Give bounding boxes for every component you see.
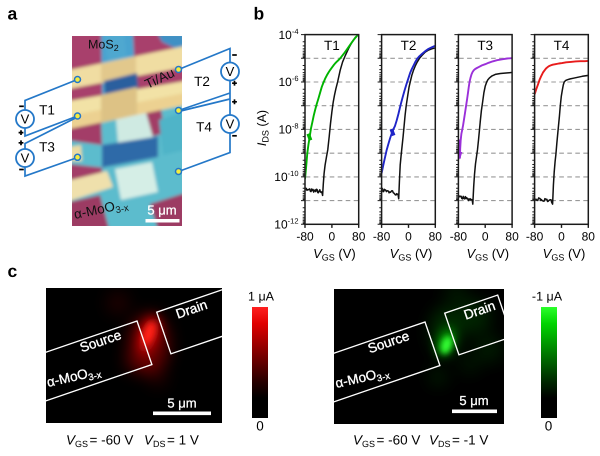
svg-text:10-6: 10-6 [278, 74, 298, 89]
svg-text:VGS (V): VGS (V) [313, 246, 356, 263]
svg-text:V: V [226, 117, 235, 132]
svg-text:0: 0 [329, 230, 336, 244]
svg-text:-80: -80 [373, 230, 391, 244]
svg-text:5 μm: 5 μm [167, 396, 196, 411]
svg-text:5 μm: 5 μm [459, 393, 488, 408]
svg-text:0: 0 [405, 230, 412, 244]
svg-text:80: 80 [352, 230, 366, 244]
svg-text:V: V [21, 151, 30, 166]
svg-text:0: 0 [482, 230, 489, 244]
svg-text:MoS2: MoS2 [88, 38, 119, 54]
svg-text:5 μm: 5 μm [147, 203, 176, 218]
svg-text:T1: T1 [39, 103, 55, 118]
svg-text:V: V [226, 64, 235, 79]
svg-text:80: 80 [429, 230, 443, 244]
svg-text:T4: T4 [196, 120, 212, 135]
svg-text:b: b [254, 4, 265, 24]
svg-text:10-8: 10-8 [278, 122, 298, 137]
svg-text:-80: -80 [526, 230, 544, 244]
svg-text:T2: T2 [401, 38, 417, 53]
svg-text:V: V [21, 112, 30, 127]
svg-text:80: 80 [582, 230, 596, 244]
svg-text:0: 0 [545, 419, 553, 434]
svg-text:80: 80 [505, 230, 519, 244]
svg-text:VDS= 1 V: VDS = 1 V [144, 433, 199, 450]
svg-text:VGS (V): VGS (V) [466, 246, 509, 263]
svg-text:-80: -80 [296, 230, 314, 244]
svg-text:c: c [8, 261, 18, 281]
svg-text:T3: T3 [39, 140, 55, 155]
svg-text:VGS (V): VGS (V) [543, 246, 586, 263]
svg-text:T1: T1 [324, 38, 340, 53]
svg-text:10-4: 10-4 [278, 27, 298, 42]
svg-text:a: a [8, 4, 18, 24]
svg-text:VGS= -60 V: VGS = -60 V [353, 433, 420, 450]
svg-text:-80: -80 [450, 230, 468, 244]
svg-text:-1 μA: -1 μA [532, 290, 563, 304]
svg-text:VGS (V): VGS (V) [390, 246, 433, 263]
svg-text:T4: T4 [554, 38, 570, 53]
svg-text:0: 0 [558, 230, 565, 244]
svg-text:10-10: 10-10 [274, 169, 298, 184]
svg-text:IDS (A): IDS (A) [255, 110, 271, 146]
svg-text:T3: T3 [477, 38, 493, 53]
svg-text:10-12: 10-12 [274, 217, 298, 232]
svg-text:VGS= -60 V: VGS = -60 V [66, 433, 133, 450]
svg-text:0: 0 [256, 419, 264, 434]
svg-text:T2: T2 [194, 74, 210, 89]
svg-text:VDS= -1 V: VDS = -1 V [429, 433, 488, 450]
svg-text:1 μA: 1 μA [248, 290, 275, 304]
